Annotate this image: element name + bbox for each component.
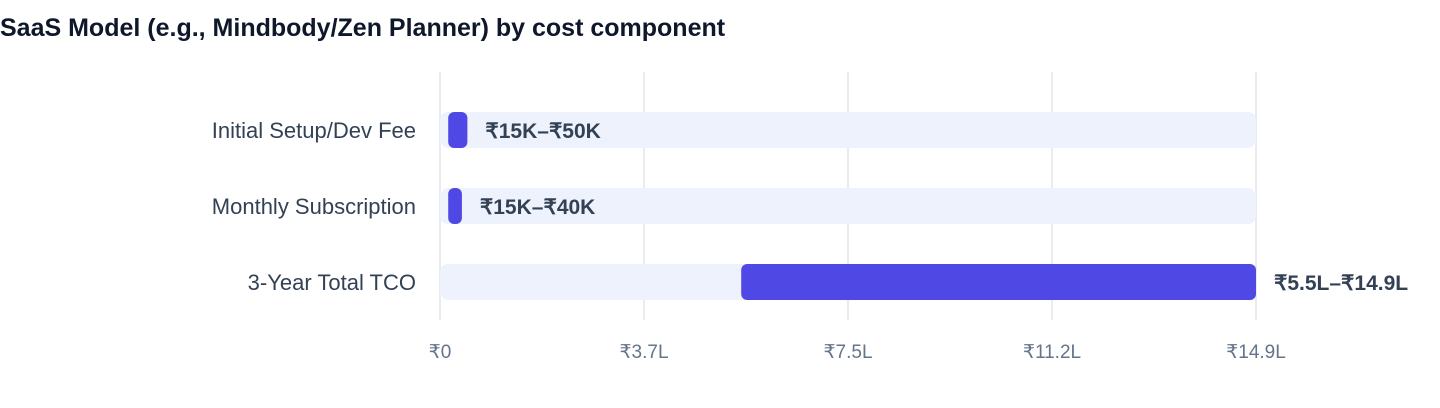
x-tick-label: ₹14.9L [1226, 342, 1286, 363]
range-bar [448, 112, 468, 148]
bar-track [440, 188, 1256, 224]
x-tick-label: ₹7.5L [823, 342, 872, 363]
range-bar [741, 264, 1256, 300]
x-tick-label: ₹3.7L [619, 342, 668, 363]
x-tick-label: ₹0 [429, 342, 452, 363]
category-label: Monthly Subscription [212, 194, 416, 219]
chart-title: SaaS Model (e.g., Mindbody/Zen Planner) … [0, 14, 726, 42]
category-label: Initial Setup/Dev Fee [212, 118, 416, 143]
x-tick-label: ₹11.2L [1023, 342, 1081, 363]
bar-track [440, 112, 1256, 148]
data-label: ₹5.5L–₹14.9L [1274, 272, 1408, 295]
range-bar [448, 188, 462, 224]
category-label: 3-Year Total TCO [248, 270, 416, 295]
data-label: ₹15K–₹40K [480, 196, 595, 219]
data-label: ₹15K–₹50K [485, 120, 600, 143]
